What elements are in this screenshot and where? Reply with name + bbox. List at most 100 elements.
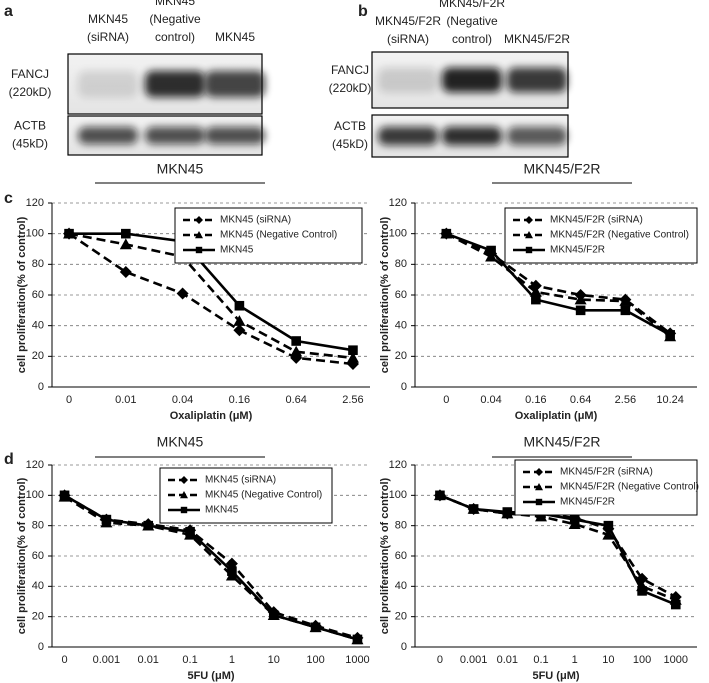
panel-label: c [4, 190, 13, 207]
x-axis-label: 5FU (μM) [532, 670, 579, 682]
x-tick-label: 0.001 [93, 654, 121, 666]
series-line [445, 232, 671, 337]
marker [525, 231, 533, 239]
legend-label: MKN45 (Negative Control) [205, 490, 322, 501]
marker [310, 622, 321, 633]
y-tick-label: 120 [389, 197, 407, 209]
series-line [68, 232, 354, 360]
y-tick-label: 20 [32, 350, 44, 362]
chart-title: MKN45 [157, 434, 204, 450]
marker [602, 528, 615, 540]
y-axis-label: cell proliferation(% of control) [379, 477, 391, 634]
x-tick-label: 0.64 [570, 394, 591, 406]
x-tick-label: 10.24 [656, 394, 684, 406]
marker [176, 287, 189, 300]
x-tick-label: 0.04 [172, 394, 193, 406]
y-tick-label: 100 [389, 228, 407, 240]
lane-label: control) [452, 32, 492, 46]
y-tick-label: 40 [32, 320, 44, 332]
x-tick-label: 0.01 [497, 654, 518, 666]
lane-label: (siRNA) [387, 32, 429, 46]
marker [195, 231, 203, 239]
row-label: (45kD) [332, 137, 368, 151]
y-tick-label: 0 [401, 641, 407, 653]
x-tick-label: 0 [61, 654, 67, 666]
y-tick-label: 60 [395, 550, 407, 562]
marker [485, 250, 498, 262]
marker [535, 468, 543, 476]
x-tick-label: 0.01 [138, 654, 159, 666]
marker [441, 228, 452, 239]
marker [268, 610, 279, 620]
marker [435, 490, 445, 501]
series-line [68, 232, 354, 366]
x-tick-label: 0.16 [229, 394, 250, 406]
marker [569, 514, 580, 525]
blot-band [442, 67, 502, 93]
blot-band [205, 70, 265, 98]
legend-label: MKN45/F2R [560, 497, 615, 508]
legend-label: MKN45 (Negative Control) [220, 230, 337, 241]
x-axis-label: Oxaliplatin (μM) [515, 410, 598, 422]
blot-band [145, 70, 205, 98]
panel-label: b [358, 3, 368, 20]
row-label: (45kD) [12, 137, 48, 151]
marker [180, 476, 188, 484]
marker [670, 599, 681, 610]
y-tick-label: 80 [395, 258, 407, 270]
y-tick-label: 20 [395, 611, 407, 623]
marker [531, 294, 541, 305]
chart-title: MKN45/F2R [523, 161, 600, 177]
marker [637, 586, 647, 596]
x-tick-label: 0.16 [525, 394, 546, 406]
marker [233, 324, 246, 337]
y-tick-label: 40 [395, 580, 407, 592]
x-tick-label: 100 [633, 654, 651, 666]
marker [180, 491, 188, 499]
marker [535, 498, 543, 506]
marker [290, 345, 303, 357]
x-tick-label: 1 [572, 654, 578, 666]
marker [227, 566, 237, 576]
lane-label: MKN45/F2R [375, 14, 441, 28]
x-tick-label: 0 [437, 654, 443, 666]
x-tick-label: 10 [268, 654, 280, 666]
marker [195, 246, 203, 254]
legend-label: MKN45/F2R (Negative Control) [560, 482, 699, 493]
series-line [63, 494, 358, 641]
marker [502, 507, 513, 517]
legend-label: MKN45/F2R (Negative Control) [550, 230, 689, 241]
marker [620, 305, 631, 316]
lane-label: (Negative [446, 14, 498, 28]
series-line [63, 494, 358, 640]
lane-label: MKN45 [215, 30, 255, 44]
y-axis-label: cell proliferation(% of control) [379, 216, 391, 373]
series-line [69, 232, 354, 352]
marker [603, 520, 614, 531]
blot-band [78, 70, 138, 98]
marker [525, 216, 533, 224]
panel-label: a [4, 3, 13, 20]
blot-band [145, 126, 205, 145]
legend-label: MKN45 (siRNA) [205, 475, 276, 486]
y-tick-label: 120 [26, 459, 44, 471]
marker [535, 483, 543, 491]
row-label: (220kD) [9, 85, 52, 99]
blot-band [507, 126, 567, 146]
lane-label: MKN45/F2R [504, 32, 570, 46]
blot-band [378, 67, 438, 93]
marker [348, 345, 358, 355]
x-tick-label: 0.64 [285, 394, 306, 406]
marker [195, 216, 203, 224]
marker [486, 245, 496, 256]
y-tick-label: 40 [32, 580, 44, 592]
row-label: (220kD) [329, 81, 372, 95]
marker [119, 266, 132, 278]
marker [619, 295, 632, 306]
lane-label: (siRNA) [87, 30, 129, 44]
x-tick-label: 1000 [664, 654, 688, 666]
y-tick-label: 80 [32, 258, 44, 270]
y-tick-label: 60 [32, 289, 44, 301]
chart-title: MKN45/F2R [523, 434, 600, 450]
